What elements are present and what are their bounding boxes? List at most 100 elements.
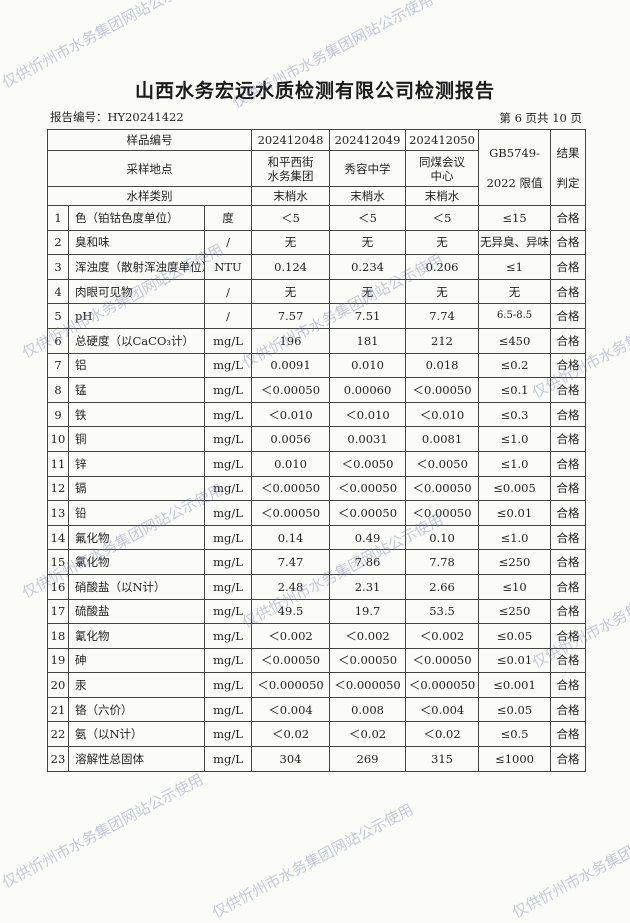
table-row: 7 铝 mg/L 0.0091 0.010 0.018 ≤0.2 合格 — [47, 352, 587, 379]
limit-value: ≤1 — [478, 254, 552, 280]
judgement: 合格 — [550, 500, 587, 526]
limit-value: 6.5-8.5 — [478, 303, 552, 329]
judgement: 合格 — [550, 254, 587, 280]
result-2: 0.010 — [329, 352, 407, 379]
result-1: 0.0056 — [251, 426, 331, 452]
item-number: 14 — [47, 524, 69, 551]
judgement: 合格 — [550, 524, 587, 551]
unit: mg/L — [203, 377, 253, 403]
table-row: 11 锌 mg/L 0.010 ＜0.0050 ＜0.0050 ≤1.0 合格 — [47, 450, 587, 477]
report-title: 山西水务宏远水质检测有限公司检测报告 — [134, 80, 495, 102]
table-row: 5 pH/7.57 7.51 7.74 6.5-8.5 合格 — [47, 303, 587, 329]
judgement: 合格 — [550, 450, 587, 477]
limit-value: 无异臭、异味 — [478, 229, 552, 256]
result-3: 7.74 — [405, 303, 480, 329]
item-number: 4 — [47, 278, 69, 305]
result-3: ＜0.002 — [405, 623, 480, 649]
item-number: 10 — [47, 426, 69, 452]
result-label: 结果判定 — [550, 129, 587, 206]
item-number: 20 — [47, 672, 69, 698]
limit-value: ≤0.01 — [478, 500, 552, 526]
item-name: 溶解性总固体 — [68, 746, 205, 772]
item-name: 汞 — [68, 672, 205, 698]
judgement: 合格 — [550, 746, 587, 772]
table-row: 15 氯化物 mg/L 7.47 7.86 7.78 ≤250 合格 — [47, 549, 587, 575]
result-3: 0.0081 — [405, 426, 480, 452]
result-1: 196 — [251, 327, 331, 354]
judgement: 合格 — [550, 672, 587, 698]
limit-value: ≤0.3 — [478, 401, 552, 428]
unit: mg/L — [203, 721, 253, 748]
limit-value: ≤15 — [478, 205, 552, 231]
table-row: 20 汞 mg/L ＜0.000050 ＜0.000050 ＜0.000050 ≤0.001… — [47, 672, 587, 698]
judgement: 合格 — [550, 426, 587, 452]
page-number: 第 6 页共 10 页 — [499, 111, 582, 125]
site-label: 采样地点 — [46, 150, 253, 187]
limit-value: ≤0.05 — [478, 696, 552, 723]
water-type: 末梢水 — [405, 186, 480, 206]
header-row-sample-no: 样品编号 202412048 202412049 202412050 GB574… — [46, 129, 587, 206]
item-number: 12 — [47, 475, 69, 502]
result-2: 0.00060 — [329, 377, 407, 403]
judgement: 合格 — [550, 721, 587, 748]
judgement: 合格 — [550, 303, 587, 329]
report-number: 报告编号：HY20241422 — [50, 110, 184, 124]
watermark-text: 仅供忻州市水务集团网站公示使用 — [209, 800, 417, 922]
result-1: ＜0.002 — [251, 623, 331, 649]
result-1: 无 — [251, 229, 331, 256]
result-2: ＜0.002 — [329, 623, 407, 649]
watermark-text: 仅供忻州市水务集团网站公示使用 — [509, 800, 630, 922]
item-name: 氰化物 — [68, 623, 205, 649]
item-name: 浑浊度（散射浑浊度单位） — [68, 254, 205, 280]
item-name: 镉 — [68, 475, 205, 502]
table-row: 12 镉 mg/L ＜0.00050 ＜0.00050 ＜0.00050 ≤0.005 合格 — [47, 475, 587, 502]
table-row: 4 肉眼可见物 / 无无无无合格 — [47, 278, 587, 305]
item-name: 臭和味 — [68, 229, 205, 256]
result-2: 7.86 — [329, 549, 407, 575]
result-1: ＜5 — [251, 205, 331, 231]
result-2: ＜0.02 — [329, 721, 407, 748]
item-name: 铬（六价） — [68, 696, 205, 723]
item-number: 5 — [47, 303, 69, 329]
judgement: 合格 — [550, 401, 587, 428]
table-row: 6 总硬度（以CaCO₃计） mg/L 196 181 212 ≤450 合格 — [47, 327, 587, 354]
table-row: 14 氟化物 mg/L 0.14 0.49 0.10 ≤1.0 合格 — [47, 524, 587, 551]
item-name: 氨（以N计） — [68, 721, 205, 748]
item-name: 锌 — [68, 450, 205, 477]
unit: mg/L — [203, 524, 253, 551]
result-2: 无 — [329, 229, 407, 256]
item-number: 6 — [47, 327, 69, 354]
item-name: 铁 — [68, 401, 205, 428]
result-2: 0.49 — [329, 524, 407, 551]
unit: mg/L — [203, 475, 253, 502]
type-label: 水样类别 — [46, 186, 253, 206]
result-3: 53.5 — [405, 598, 480, 625]
judgement: 合格 — [550, 229, 587, 256]
item-number: 21 — [47, 696, 69, 723]
result-1: 7.47 — [251, 549, 331, 575]
item-number: 8 — [47, 377, 69, 403]
limit-value: ≤1.0 — [478, 426, 552, 452]
result-3: 7.78 — [405, 549, 480, 575]
judgement: 合格 — [550, 696, 587, 723]
table-row: 10 铜 mg/L 0.0056 0.0031 0.0081 ≤1.0 合格 — [47, 426, 587, 452]
item-name: 氯化物 — [68, 549, 205, 575]
item-number: 15 — [47, 549, 69, 575]
result-1: 2.48 — [251, 573, 331, 600]
item-number: 23 — [47, 746, 69, 772]
item-name: 总硬度（以CaCO₃计） — [68, 327, 205, 354]
sampling-site: 和平西街水务集团 — [251, 150, 331, 187]
judgement: 合格 — [550, 623, 587, 649]
result-3: 315 — [405, 746, 480, 772]
result-1: 无 — [251, 278, 331, 305]
table-row: 17 硫酸盐 mg/L 49.5 19.7 53.5 ≤250 合格 — [47, 598, 587, 625]
result-3: 2.66 — [405, 573, 480, 600]
limit-value: ≤0.005 — [478, 475, 552, 502]
result-2: 无 — [329, 278, 407, 305]
limit-value: ≤1.0 — [478, 524, 552, 551]
item-name: 铜 — [68, 426, 205, 452]
result-3: ＜0.02 — [405, 721, 480, 748]
unit: NTU — [203, 254, 253, 280]
result-1: ＜0.00050 — [251, 647, 331, 674]
table-row: 3 浑浊度（散射浑浊度单位） NTU 0.124 0.234 0.206 ≤1 合格 — [47, 254, 587, 280]
